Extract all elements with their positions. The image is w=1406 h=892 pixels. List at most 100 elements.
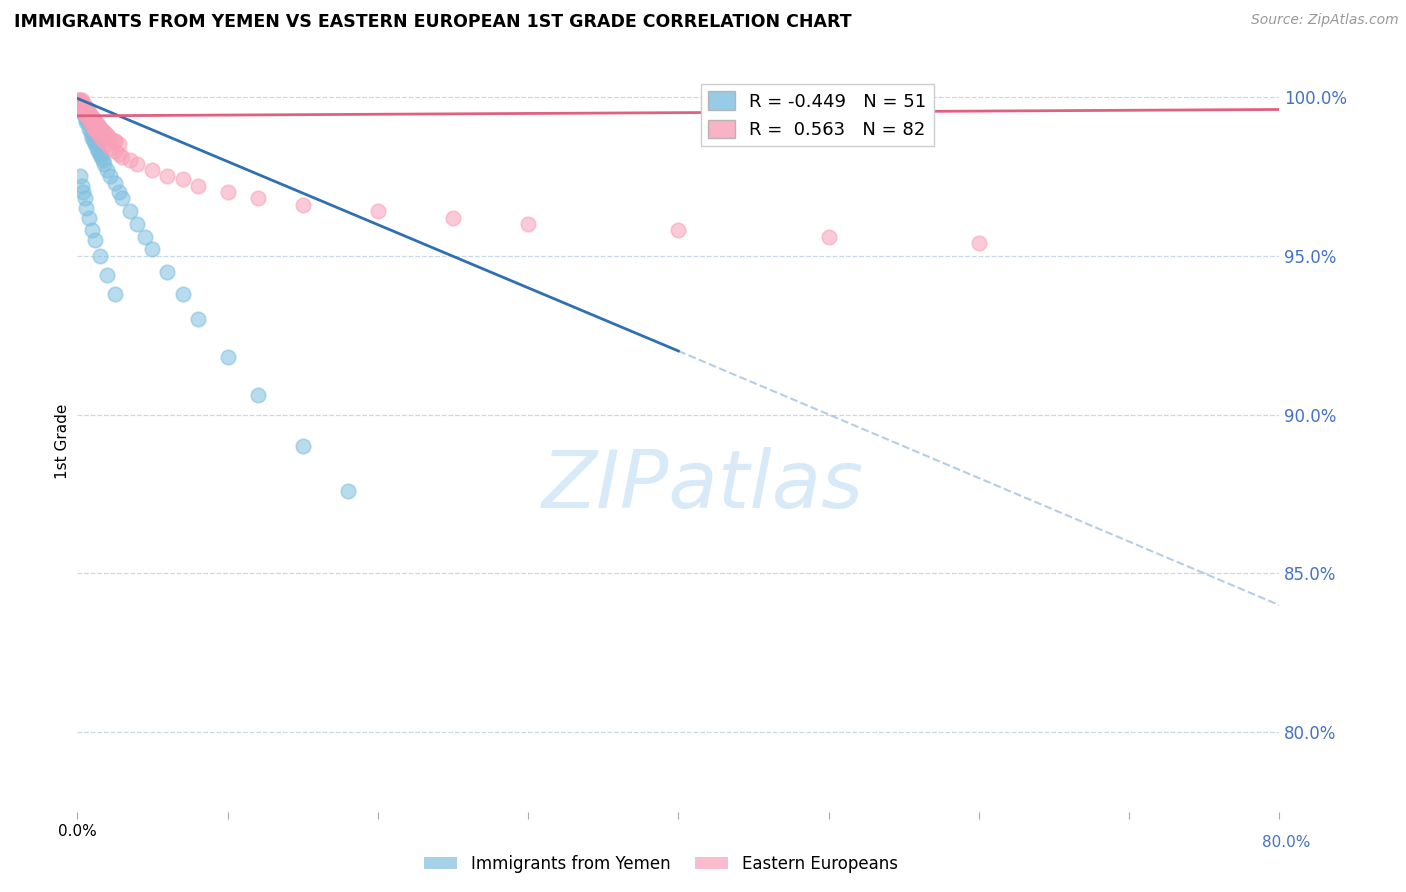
Point — [336, 483, 359, 498]
Point — [84, 233, 107, 247]
Point — [141, 242, 163, 256]
Point — [73, 99, 96, 113]
Point — [217, 351, 239, 365]
Point — [817, 229, 839, 244]
Point — [79, 211, 101, 225]
Point — [79, 112, 101, 126]
Point — [76, 115, 98, 129]
Point — [93, 134, 115, 148]
Point — [73, 109, 96, 123]
Point — [96, 128, 118, 142]
Point — [87, 119, 110, 133]
Point — [156, 169, 179, 184]
Point — [70, 99, 93, 113]
Point — [79, 105, 101, 120]
Point — [75, 109, 97, 123]
Point — [90, 121, 112, 136]
Point — [100, 140, 122, 154]
Point — [82, 131, 104, 145]
Point — [84, 115, 107, 129]
Point — [127, 156, 149, 170]
Point — [127, 217, 149, 231]
Point — [83, 134, 105, 148]
Point — [82, 223, 104, 237]
Point — [70, 93, 93, 107]
Point — [90, 150, 112, 164]
Point — [367, 204, 389, 219]
Point — [67, 93, 90, 107]
Point — [83, 112, 105, 126]
Point — [70, 103, 93, 117]
Point — [967, 235, 990, 250]
Point — [69, 99, 91, 113]
Text: ZIPatlas: ZIPatlas — [541, 447, 863, 525]
Point — [91, 153, 114, 168]
Point — [89, 121, 111, 136]
Point — [67, 93, 90, 107]
Point — [72, 96, 94, 111]
Point — [172, 172, 194, 186]
Point — [83, 121, 105, 136]
Point — [82, 112, 104, 126]
Point — [80, 109, 103, 123]
Point — [104, 144, 127, 158]
Point — [72, 185, 94, 199]
Point — [108, 137, 131, 152]
Point — [89, 128, 111, 142]
Point — [82, 128, 104, 142]
Point — [84, 115, 107, 129]
Point — [75, 103, 97, 117]
Point — [70, 103, 93, 117]
Point — [70, 99, 93, 113]
Point — [517, 217, 540, 231]
Point — [76, 105, 98, 120]
Point — [80, 109, 103, 123]
Point — [82, 119, 104, 133]
Y-axis label: 1st Grade: 1st Grade — [55, 404, 70, 479]
Point — [82, 112, 104, 126]
Point — [72, 99, 94, 113]
Point — [441, 211, 464, 225]
Point — [291, 439, 314, 453]
Point — [93, 156, 115, 170]
Point — [96, 268, 118, 282]
Point — [217, 185, 239, 199]
Point — [79, 105, 101, 120]
Point — [70, 96, 93, 111]
Point — [86, 140, 108, 154]
Point — [73, 109, 96, 123]
Point — [84, 137, 107, 152]
Point — [87, 121, 110, 136]
Point — [246, 191, 269, 205]
Point — [100, 131, 122, 145]
Point — [73, 103, 96, 117]
Point — [80, 125, 103, 139]
Point — [93, 125, 115, 139]
Point — [79, 121, 101, 136]
Point — [72, 105, 94, 120]
Point — [82, 112, 104, 126]
Point — [75, 103, 97, 117]
Point — [172, 286, 194, 301]
Point — [84, 115, 107, 129]
Point — [75, 112, 97, 126]
Point — [291, 198, 314, 212]
Point — [96, 137, 118, 152]
Text: IMMIGRANTS FROM YEMEN VS EASTERN EUROPEAN 1ST GRADE CORRELATION CHART: IMMIGRANTS FROM YEMEN VS EASTERN EUROPEA… — [14, 13, 852, 31]
Point — [104, 176, 127, 190]
Point — [104, 134, 127, 148]
Point — [84, 121, 107, 136]
Point — [100, 169, 122, 184]
Point — [87, 119, 110, 133]
Point — [79, 109, 101, 123]
Legend: Immigrants from Yemen, Eastern Europeans: Immigrants from Yemen, Eastern Europeans — [418, 848, 904, 880]
Point — [89, 249, 111, 263]
Point — [72, 103, 94, 117]
Point — [75, 201, 97, 215]
Point — [96, 128, 118, 142]
Point — [668, 223, 690, 237]
Point — [111, 191, 134, 205]
Point — [80, 109, 103, 123]
Point — [187, 178, 209, 193]
Point — [69, 169, 91, 184]
